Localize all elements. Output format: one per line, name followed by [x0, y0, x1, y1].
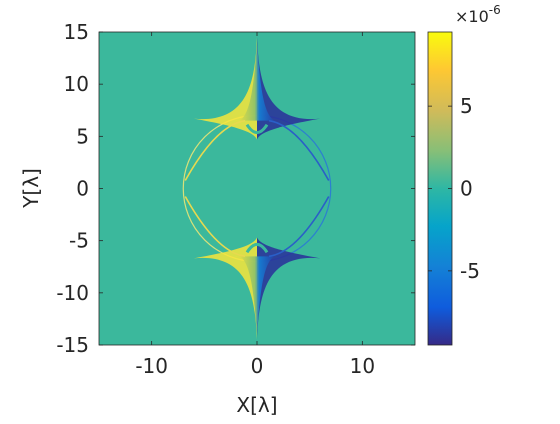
- spike-left-flank: [193, 37, 257, 140]
- wing-right-arc: [268, 196, 330, 258]
- x-axis-label: X[λ]: [236, 393, 277, 417]
- y-tick-label: 10: [64, 72, 89, 96]
- y-tick-label: -15: [56, 333, 89, 357]
- lower-spike: [184, 196, 330, 340]
- colorbar-tick-label: 5: [460, 94, 473, 118]
- spike-core: [235, 43, 279, 121]
- x-tick-label: -10: [135, 354, 168, 378]
- y-tick-label: 0: [76, 177, 89, 201]
- colorbar-ticks: -5 0 5: [428, 94, 480, 283]
- spike-core: [235, 256, 279, 334]
- spike-left-flank: [193, 237, 257, 340]
- x-tick-label: 0: [251, 354, 264, 378]
- colorbar-exponent-power: -6: [489, 3, 501, 17]
- y-tick-label: -5: [69, 229, 89, 253]
- field-features: [182, 37, 332, 340]
- y-tick-label: 5: [76, 124, 89, 148]
- x-tick-label: 10: [350, 354, 375, 378]
- upper-spike: [184, 37, 330, 181]
- spike-right-flank: [257, 237, 321, 340]
- wing-right-arc: [268, 119, 330, 181]
- colorbar-exponent: ×10-6: [455, 3, 501, 26]
- y-axis-ticks: -15 -10 -5 0 5 10 15: [56, 20, 415, 357]
- spike-right-flank: [257, 37, 321, 140]
- wing-left-arc: [184, 196, 246, 258]
- colorbar-tick-label: -5: [460, 259, 480, 283]
- wing-left-arc: [184, 119, 246, 181]
- spike-cusp-gap: [245, 123, 269, 135]
- x-axis-ticks: -10 0 10: [135, 32, 375, 378]
- spike-cusp-gap: [245, 242, 269, 254]
- colorbar-exponent-base: ×10: [455, 7, 489, 26]
- y-axis-label: Y[λ]: [19, 168, 43, 209]
- colorbar-tick-label: 0: [460, 177, 473, 201]
- y-tick-label: -10: [56, 281, 89, 305]
- y-tick-label: 15: [64, 20, 89, 44]
